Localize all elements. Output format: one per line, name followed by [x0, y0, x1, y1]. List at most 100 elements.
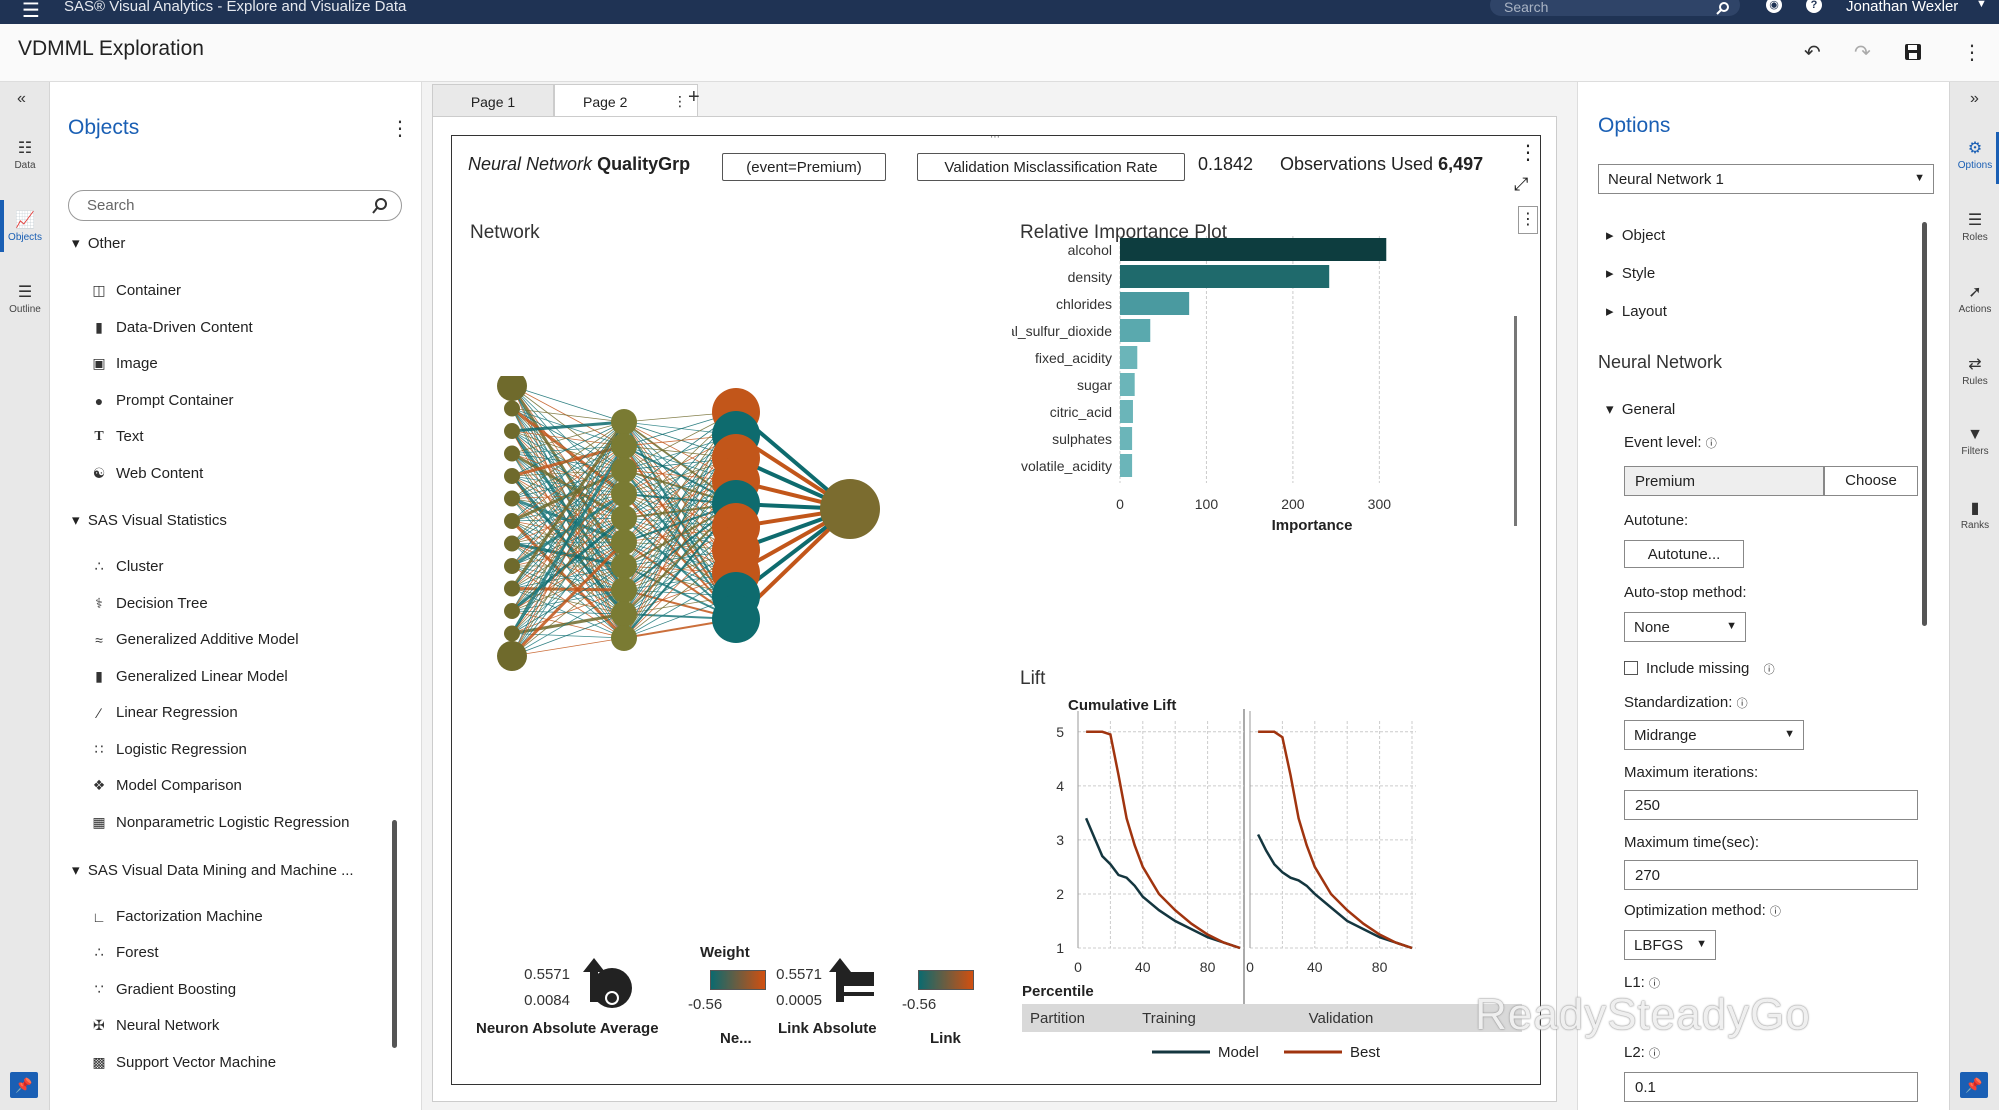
options-scrollbar[interactable]	[1922, 222, 1927, 626]
chevron-down-icon[interactable]: ▼	[1976, 0, 1987, 10]
info-icon[interactable]: ⓘ	[1769, 906, 1781, 918]
tree-group-other[interactable]: ▾ Other	[72, 234, 125, 252]
metric-pill[interactable]: Validation Misclassification Rate	[917, 153, 1185, 181]
lift-lines	[1084, 730, 1413, 950]
importance-bar	[1120, 346, 1138, 369]
objects-search-input[interactable]: Search	[68, 190, 402, 221]
event-level-field[interactable]: Premium	[1624, 466, 1824, 496]
section-object[interactable]: ▸ Object	[1606, 226, 1665, 244]
y-tick-label: 3	[1056, 832, 1064, 848]
network-link	[511, 517, 625, 634]
object-select[interactable]: Neural Network 1 ▼	[1598, 164, 1934, 194]
user-menu[interactable]: Jonathan Wexler	[1846, 0, 1959, 15]
global-search-input[interactable]: Search	[1490, 0, 1740, 16]
include-missing-checkbox[interactable]	[1624, 661, 1638, 675]
rail-item-roles[interactable]: ☰ Roles	[1950, 210, 1999, 243]
object-neural-network[interactable]: ✠ Neural Network	[90, 1017, 219, 1034]
neural-network-object[interactable]: Neural Network QualityGrp (event=Premium…	[451, 132, 1541, 1085]
object-forest[interactable]: ∴ Forest	[90, 944, 159, 961]
add-page-icon[interactable]: +	[688, 86, 700, 108]
standardization-select[interactable]: Midrange ▼	[1624, 720, 1804, 750]
objects-scrollbar[interactable]	[392, 820, 397, 1048]
tab-more-icon[interactable]: ⋮	[673, 93, 687, 109]
object-support-vector-machine[interactable]: ▩ Support Vector Machine	[90, 1054, 276, 1071]
search-icon[interactable]	[1716, 2, 1730, 16]
network-link	[511, 610, 625, 615]
object-gam[interactable]: ≈ Generalized Additive Model	[90, 631, 298, 648]
rail-item-rules[interactable]: ⇄ Rules	[1950, 354, 1999, 387]
redo-icon[interactable]: ↷	[1854, 42, 1871, 64]
optimization-method-select[interactable]: LBFGS ▼	[1624, 930, 1716, 960]
undo-icon[interactable]: ↶	[1804, 42, 1821, 64]
more-options-icon[interactable]: ⋮	[1962, 42, 1982, 64]
info-icon[interactable]: ⓘ	[1705, 438, 1717, 450]
weight-min: -0.56	[688, 996, 723, 1013]
l2-input[interactable]: 0.1	[1624, 1072, 1918, 1102]
lift-chart: Cumulative Lift 1 2 3 4 5 0 40 80 0 40 80 Percenti…	[1022, 697, 1522, 1061]
rail-item-ranks[interactable]: ▮ Ranks	[1950, 498, 1999, 531]
include-missing-row[interactable]: Include missing ⓘ	[1624, 660, 1775, 677]
object-text[interactable]: T Text	[90, 428, 143, 445]
rail-item-outline[interactable]: ☰ Outline	[0, 282, 50, 315]
info-icon[interactable]: ⓘ	[1763, 664, 1775, 676]
options-pane: Options Neural Network 1 ▼ ▸ Object ▸ Sty…	[1577, 82, 1949, 1110]
object-prompt-container[interactable]: ● Prompt Container	[90, 392, 234, 409]
rail-item-data[interactable]: ☷ Data	[0, 138, 50, 171]
tab-page-1[interactable]: Page 1	[432, 84, 554, 116]
section-style[interactable]: ▸ Style	[1606, 264, 1655, 282]
tree-group-visual-statistics[interactable]: ▾ SAS Visual Statistics	[72, 511, 227, 529]
caret-right-icon: ▸	[1606, 227, 1614, 244]
pin-icon[interactable]: 📌	[10, 1072, 38, 1098]
y-tick-label: 1	[1056, 940, 1064, 956]
object-logistic-regression[interactable]: ∷ Logistic Regression	[90, 741, 247, 758]
help-icon[interactable]: ?	[1806, 0, 1822, 13]
more-options-icon[interactable]: ⋮	[1518, 142, 1538, 164]
object-container[interactable]: ◫ Container	[90, 282, 181, 299]
autotune-button[interactable]: Autotune...	[1624, 540, 1744, 568]
save-icon[interactable]	[1904, 43, 1922, 61]
collapse-right-icon[interactable]: »	[1970, 90, 1979, 107]
section-general[interactable]: ▾ General	[1606, 400, 1675, 418]
search-icon[interactable]	[372, 198, 388, 214]
event-pill[interactable]: (event=Premium)	[722, 153, 886, 181]
tree-group-data-mining[interactable]: ▾ SAS Visual Data Mining and Machine ...	[72, 861, 354, 879]
max-iterations-input[interactable]: 250	[1624, 790, 1918, 820]
max-time-input[interactable]: 270	[1624, 860, 1918, 890]
object-model-comparison[interactable]: ❖ Model Comparison	[90, 777, 242, 794]
object-web-content[interactable]: ☯ Web Content	[90, 465, 204, 482]
maximize-icon[interactable]: ⤢	[1514, 174, 1529, 194]
info-icon[interactable]: ⓘ	[1736, 698, 1748, 710]
x-tick-label: 0	[1246, 959, 1254, 975]
bar-chart-icon: ▮	[95, 319, 103, 335]
object-gradient-boosting[interactable]: ∵ Gradient Boosting	[90, 981, 237, 998]
tab-page-2[interactable]: Page 2 ⋮	[554, 84, 698, 117]
object-image[interactable]: ▣ Image	[90, 355, 157, 372]
choose-button[interactable]: Choose	[1824, 466, 1918, 496]
network-link	[511, 588, 625, 615]
pin-icon[interactable]: 📌	[1960, 1072, 1988, 1098]
more-options-icon[interactable]: ⋮	[1518, 206, 1538, 234]
rail-item-actions[interactable]: ➚ Actions	[1950, 282, 1999, 315]
object-glm[interactable]: ▮ Generalized Linear Model	[90, 668, 288, 685]
rail-item-objects[interactable]: 📈 Objects	[0, 210, 50, 243]
info-icon[interactable]: ⓘ	[1649, 978, 1661, 990]
select-value: LBFGS	[1634, 937, 1684, 954]
help-center-icon[interactable]: ◉	[1766, 0, 1782, 13]
object-nonparametric-logistic[interactable]: ▦ Nonparametric Logistic Regression	[90, 814, 349, 831]
object-data-driven-content[interactable]: ▮ Data-Driven Content	[90, 319, 253, 336]
collapse-left-icon[interactable]: «	[17, 90, 26, 107]
object-decision-tree[interactable]: ⚕ Decision Tree	[90, 595, 208, 612]
section-layout[interactable]: ▸ Layout	[1606, 302, 1667, 320]
comparison-icon: ❖	[92, 777, 106, 793]
drag-handle-icon[interactable]: ⋯	[990, 132, 1000, 143]
object-cluster[interactable]: ∴ Cluster	[90, 558, 164, 575]
autostop-select[interactable]: None ▼	[1624, 612, 1746, 642]
info-icon[interactable]: ⓘ	[1649, 1048, 1661, 1060]
chart-scrollbar[interactable]	[1514, 316, 1517, 526]
hamburger-icon[interactable]: ☰	[22, 0, 40, 22]
object-linear-regression[interactable]: ∕ Linear Regression	[90, 704, 238, 721]
object-factorization-machine[interactable]: ∟ Factorization Machine	[90, 908, 263, 925]
rail-item-filters[interactable]: ▼ Filters	[1950, 426, 1999, 457]
more-options-icon[interactable]: ⋮	[390, 118, 410, 140]
rail-item-options[interactable]: ⚙ Options	[1950, 138, 1999, 171]
